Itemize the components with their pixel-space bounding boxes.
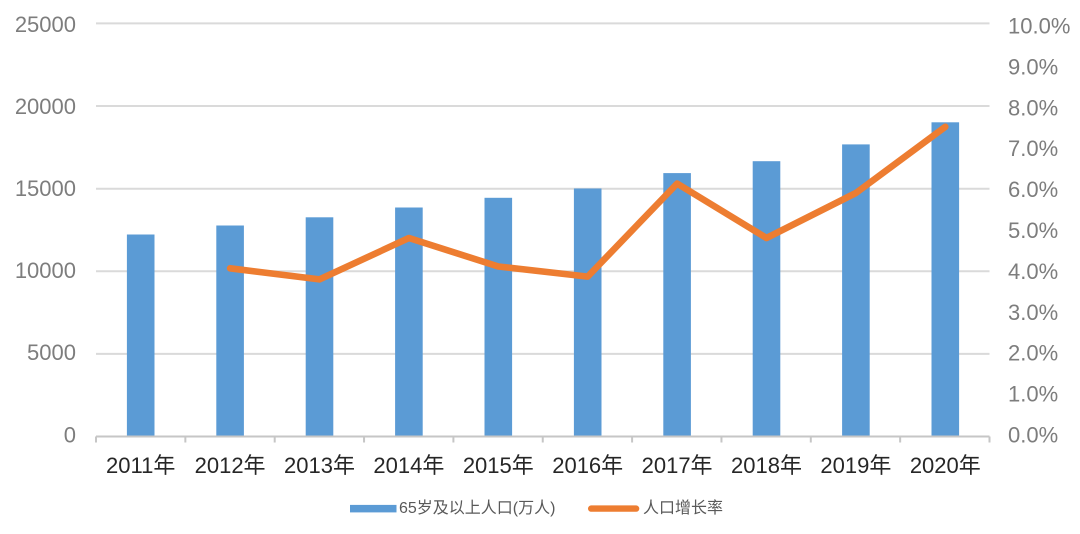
svg-text:9.0%: 9.0% <box>1008 54 1058 79</box>
svg-text:2011年: 2011年 <box>106 453 175 478</box>
svg-text:0.0%: 0.0% <box>1008 422 1058 447</box>
svg-text:0: 0 <box>64 422 76 447</box>
svg-text:2014年: 2014年 <box>373 453 444 478</box>
svg-text:4.0%: 4.0% <box>1008 259 1058 284</box>
svg-text:15000: 15000 <box>15 176 76 201</box>
svg-text:2013年: 2013年 <box>284 453 355 478</box>
svg-text:3.0%: 3.0% <box>1008 300 1058 325</box>
svg-text:2012年: 2012年 <box>195 453 266 478</box>
svg-text:人口增长率: 人口增长率 <box>643 499 723 517</box>
svg-text:7.0%: 7.0% <box>1008 136 1058 161</box>
svg-text:5000: 5000 <box>27 340 76 365</box>
svg-text:6.0%: 6.0% <box>1008 177 1058 202</box>
svg-text:20000: 20000 <box>15 94 76 119</box>
svg-text:2017年: 2017年 <box>642 453 713 478</box>
svg-text:8.0%: 8.0% <box>1008 95 1058 120</box>
svg-text:2.0%: 2.0% <box>1008 341 1058 366</box>
svg-text:65岁及以上人口(万人): 65岁及以上人口(万人) <box>399 499 555 517</box>
svg-text:5.0%: 5.0% <box>1008 218 1058 243</box>
svg-text:25000: 25000 <box>15 12 76 37</box>
svg-text:2020年: 2020年 <box>910 453 981 478</box>
svg-text:2015年: 2015年 <box>463 453 534 478</box>
svg-text:1.0%: 1.0% <box>1008 382 1058 407</box>
svg-text:2019年: 2019年 <box>820 453 891 478</box>
svg-text:10.0%: 10.0% <box>1008 14 1070 39</box>
svg-text:2018年: 2018年 <box>731 453 802 478</box>
svg-text:2016年: 2016年 <box>552 453 623 478</box>
svg-text:10000: 10000 <box>15 258 76 283</box>
